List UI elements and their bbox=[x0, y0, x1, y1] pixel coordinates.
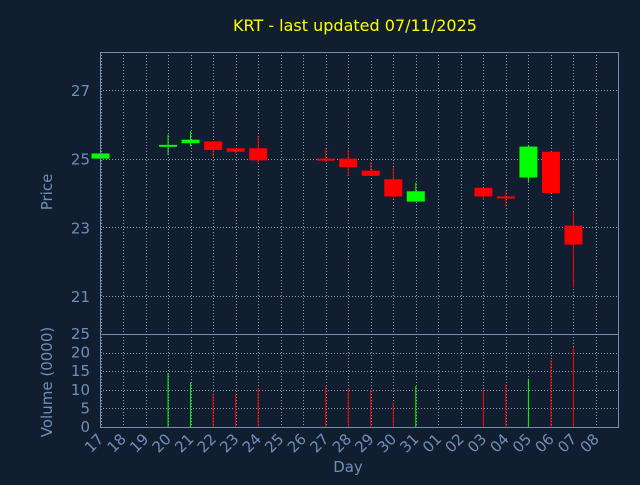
candle-body bbox=[384, 179, 403, 197]
candle-body bbox=[249, 148, 268, 161]
price-tick-label: 23 bbox=[71, 219, 90, 237]
price-plot-frame bbox=[100, 52, 619, 335]
candle-body bbox=[159, 144, 178, 147]
volume-tick-label: 5 bbox=[80, 399, 90, 417]
volume-tick-label: 15 bbox=[71, 362, 90, 380]
day-tick-label: 08 bbox=[577, 430, 603, 456]
chart-title: KRT - last updated 07/11/2025 bbox=[233, 16, 477, 35]
candle-body bbox=[474, 187, 493, 197]
candle-body bbox=[519, 146, 538, 178]
price-tick-label: 25 bbox=[71, 151, 90, 169]
candle-body bbox=[316, 158, 335, 161]
volume-grid bbox=[100, 334, 618, 427]
day-x-ticks: 1718192021222324252627282930310102030405… bbox=[81, 430, 603, 456]
volume-tick-label: 20 bbox=[71, 344, 90, 362]
volume-bars bbox=[100, 347, 574, 427]
candle-body bbox=[496, 196, 515, 199]
price-tick-label: 21 bbox=[71, 288, 90, 306]
price-grid bbox=[100, 52, 618, 334]
candle-body bbox=[181, 139, 200, 144]
candle-body bbox=[204, 141, 223, 151]
candle-body bbox=[339, 158, 358, 168]
candle-body bbox=[361, 170, 380, 176]
candle-body bbox=[564, 225, 583, 245]
volume-axis-label: Volume (0000) bbox=[38, 327, 56, 437]
price-y-ticks: 21 23 25 27 bbox=[71, 82, 90, 306]
candle-body bbox=[541, 151, 560, 193]
plot-frames bbox=[100, 52, 619, 428]
price-tick-label: 27 bbox=[71, 82, 90, 100]
candle-body bbox=[406, 191, 425, 202]
price-candles bbox=[91, 131, 583, 288]
volume-tick-label: 0 bbox=[80, 418, 90, 436]
day-axis-label: Day bbox=[333, 458, 363, 476]
price-axis-label: Price bbox=[38, 174, 56, 211]
volume-tick-label: 25 bbox=[71, 325, 90, 343]
volume-plot-frame bbox=[100, 334, 619, 428]
candle-body bbox=[226, 148, 245, 152]
volume-tick-label: 10 bbox=[71, 381, 90, 399]
